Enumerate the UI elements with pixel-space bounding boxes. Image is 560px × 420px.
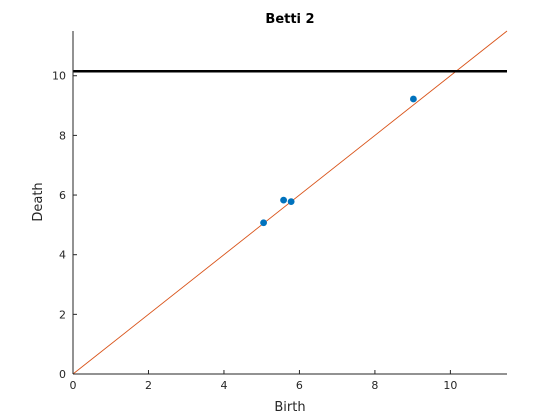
- data-point: [287, 198, 295, 206]
- x-tick-label: 4: [220, 379, 227, 392]
- chart-title: Betti 2: [265, 12, 314, 27]
- x-tick-label: 8: [371, 379, 378, 392]
- data-points: [260, 95, 417, 227]
- x-tick-label: 6: [296, 379, 303, 392]
- y-tick-label: 6: [59, 189, 66, 202]
- plot-area: [72, 30, 508, 375]
- x-tick-label: 0: [70, 379, 77, 392]
- y-axis: 0 2 4 6 8 10: [52, 31, 77, 381]
- data-point: [260, 219, 267, 227]
- y-tick-label: 2: [59, 308, 66, 321]
- y-tick-label: 8: [59, 129, 66, 142]
- y-tick-label: 4: [59, 249, 66, 262]
- x-axis-label: Birth: [274, 400, 305, 415]
- y-tick-label: 10: [52, 70, 66, 83]
- data-point: [410, 95, 417, 103]
- x-tick-label: 10: [443, 379, 457, 392]
- y-axis-label: Death: [31, 182, 46, 221]
- y-tick-label: 0: [59, 368, 66, 381]
- x-tick-label: 2: [145, 379, 152, 392]
- x-axis: 0 2 4 6 8 10: [70, 370, 507, 392]
- data-point: [280, 196, 287, 204]
